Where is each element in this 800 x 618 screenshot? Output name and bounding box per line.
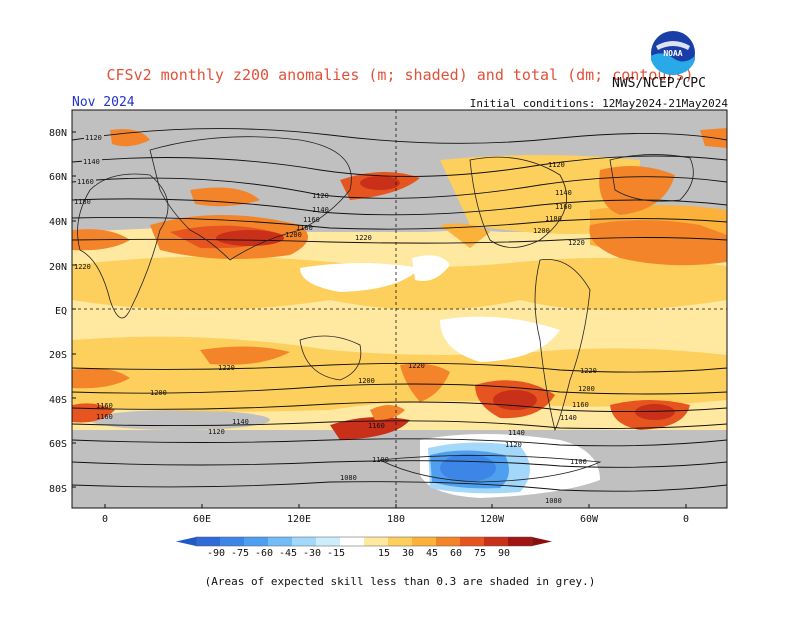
colorbar-swatch: [340, 537, 364, 546]
colorbar-tick-label: 45: [426, 548, 438, 559]
colorbar-swatch: [388, 537, 412, 546]
svg-text:1080: 1080: [340, 474, 357, 482]
svg-text:1220: 1220: [408, 362, 425, 370]
lon-label: 180: [387, 514, 405, 525]
colorbar-tick-label: -90: [207, 548, 225, 559]
colorbar-swatch: [364, 537, 388, 546]
svg-text:1220: 1220: [580, 367, 597, 375]
logo-text: NOAA: [663, 49, 682, 58]
svg-text:1120: 1120: [505, 441, 522, 449]
latitude-axis: 80N 60N 40N 20N EQ 20S 40S 60S 80S: [49, 128, 67, 495]
coastlines: [77, 136, 694, 483]
colorbar-tick-label: -15: [327, 548, 345, 559]
svg-text:1140: 1140: [232, 418, 249, 426]
colorbar: -90 -75 -60 -45 -30 -15 15 30 45 60 75 90: [176, 536, 552, 559]
svg-text:1160: 1160: [96, 413, 113, 421]
svg-text:1100: 1100: [570, 458, 587, 466]
skill-caption: (Areas of expected skill less than 0.3 a…: [204, 575, 596, 588]
colorbar-tick-label: 60: [450, 548, 462, 559]
colorbar-tick-label: 15: [378, 548, 390, 559]
svg-text:1160: 1160: [572, 401, 589, 409]
colorbar-swatch: [316, 537, 340, 546]
axis-ticks: [72, 131, 687, 508]
svg-text:1220: 1220: [355, 234, 372, 242]
lat-label: 20S: [49, 350, 67, 361]
svg-text:1220: 1220: [74, 263, 91, 271]
longitude-axis: 0 60E 120E 180 120W 60W 0: [102, 514, 689, 525]
lon-label: 120W: [480, 514, 505, 525]
colorbar-swatch: [436, 537, 460, 546]
svg-text:1140: 1140: [560, 414, 577, 422]
lat-label: 40N: [49, 217, 67, 228]
svg-text:1160: 1160: [368, 422, 385, 430]
chart-title: CFSv2 monthly z200 anomalies (m; shaded)…: [106, 66, 694, 84]
svg-text:1120: 1120: [312, 192, 329, 200]
colorbar-swatch: [484, 537, 508, 546]
colorbar-swatch: [508, 537, 532, 546]
colorbar-swatch: [244, 537, 268, 546]
colorbar-tick-label: 30: [402, 548, 414, 559]
svg-text:1160: 1160: [303, 216, 320, 224]
contour-labels: 1120 1140 1160 1180 1200 1220 1220 1220 …: [74, 133, 597, 505]
lat-label: 60N: [49, 172, 67, 183]
svg-text:1160: 1160: [555, 203, 572, 211]
svg-text:1120: 1120: [85, 134, 102, 142]
svg-text:1120: 1120: [208, 428, 225, 436]
svg-text:1200: 1200: [533, 227, 550, 235]
height-contours: [72, 128, 727, 492]
lon-label: 60E: [193, 514, 211, 525]
lon-label: 0: [683, 514, 689, 525]
colorbar-tick-label: 75: [474, 548, 486, 559]
svg-text:1180: 1180: [545, 215, 562, 223]
svg-text:1180: 1180: [74, 198, 91, 206]
lat-label: 80S: [49, 484, 67, 495]
svg-text:1140: 1140: [508, 429, 525, 437]
svg-text:1220: 1220: [568, 239, 585, 247]
noaa-logo-icon: NOAA: [651, 31, 695, 75]
svg-text:1140: 1140: [555, 189, 572, 197]
colorbar-swatch: [460, 537, 484, 546]
colorbar-swatch: [196, 537, 220, 546]
colorbar-tick-label: -60: [255, 548, 273, 559]
anomaly-field: 1120 1140 1160 1180 1200 1220 1220 1220 …: [72, 110, 727, 508]
colorbar-tick-label: 90: [498, 548, 510, 559]
colorbar-swatch: [292, 537, 316, 546]
map-panel: 1120 1140 1160 1180 1200 1220 1220 1220 …: [49, 109, 728, 559]
organization-label: NWS/NCEP/CPC: [612, 76, 706, 91]
svg-text:1160: 1160: [96, 402, 113, 410]
colorbar-right-arrow: [532, 537, 552, 546]
svg-text:1180: 1180: [296, 224, 313, 232]
colorbar-tick-label: -75: [231, 548, 249, 559]
lon-label: 60W: [580, 514, 599, 525]
svg-text:1200: 1200: [150, 389, 167, 397]
colorbar-tick-label: -30: [303, 548, 321, 559]
lat-label: EQ: [55, 306, 67, 317]
svg-text:1140: 1140: [83, 158, 100, 166]
colorbar-tick-label: -45: [279, 548, 297, 559]
svg-text:1200: 1200: [285, 231, 302, 239]
svg-text:1200: 1200: [358, 377, 375, 385]
colorbar-swatch: [220, 537, 244, 546]
lat-label: 60S: [49, 439, 67, 450]
svg-text:1220: 1220: [218, 364, 235, 372]
initial-conditions: Initial conditions: 12May2024-21May2024: [469, 97, 728, 110]
colorbar-outline: [195, 536, 533, 547]
svg-text:1120: 1120: [548, 161, 565, 169]
svg-text:1160: 1160: [77, 178, 94, 186]
lat-label: 20N: [49, 262, 67, 273]
colorbar-swatch: [268, 537, 292, 546]
svg-text:1080: 1080: [545, 497, 562, 505]
svg-text:1140: 1140: [312, 206, 329, 214]
lon-label: 0: [102, 514, 108, 525]
lon-label: 120E: [287, 514, 311, 525]
forecast-month: Nov 2024: [72, 95, 135, 110]
svg-text:1100: 1100: [372, 456, 389, 464]
lat-label: 40S: [49, 395, 67, 406]
colorbar-left-arrow: [176, 537, 196, 546]
lat-label: 80N: [49, 128, 67, 139]
colorbar-swatch: [412, 537, 436, 546]
svg-text:1200: 1200: [578, 385, 595, 393]
